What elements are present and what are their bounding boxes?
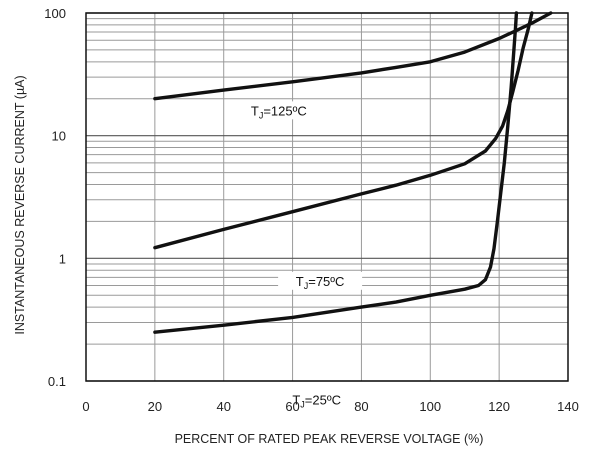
series-label-layer: TJ=125ºC TJ=75ºC TJ=25ºC [226,101,363,409]
plot-frame [85,12,569,382]
x-tick-label: 80 [354,399,368,414]
x-tick-label: 120 [488,399,510,414]
series-label-bg [278,271,363,290]
series-label: TJ=25ºC [292,392,341,409]
x-tick-label: 100 [419,399,441,414]
y-axis-ticks: 0.1 1 10 100 [44,6,66,389]
series-label-bg [274,390,359,409]
series-line-1 [153,11,534,250]
series-label: TJ=125ºC [251,103,307,120]
x-tick-label: 140 [557,399,579,414]
series-layer [153,11,553,334]
y-tick-label: 100 [44,6,66,21]
y-tick-label: 10 [52,129,66,144]
series-line-0 [153,11,553,101]
x-tick-label: 0 [82,399,89,414]
y-tick-label: 1 [59,251,66,266]
series-label-bg [226,101,331,120]
x-tick-label: 20 [148,399,162,414]
series-label: TJ=75ºC [296,274,345,291]
y-tick-label: 0.1 [48,374,66,389]
y-axis-label: INSTANTANEOUS REVERSE CURRENT (µA) [13,75,27,334]
series-line-2 [153,11,519,334]
x-axis-ticks: 0 20 40 60 80 100 120 140 [82,399,578,414]
x-tick-label: 60 [285,399,299,414]
x-tick-label: 40 [216,399,230,414]
grid-lines [86,12,568,382]
x-axis-label: PERCENT OF RATED PEAK REVERSE VOLTAGE (%… [175,432,484,446]
